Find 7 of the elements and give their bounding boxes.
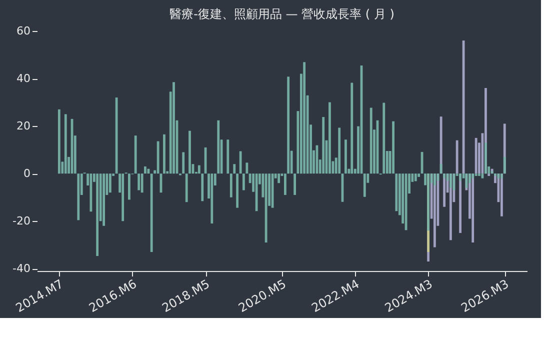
y-tick-label: 40 — [16, 72, 30, 86]
y-tick-label: 60 — [16, 24, 30, 38]
chart-title: 醫療-復建、照顧用品 — 營收成長率 ( 月 ) — [170, 7, 394, 21]
y-tick-label: 20 — [16, 120, 30, 133]
y-tick-label: -40 — [12, 262, 30, 276]
y-tick-label: 0 — [24, 167, 30, 180]
y-tick-label: -20 — [12, 214, 30, 228]
